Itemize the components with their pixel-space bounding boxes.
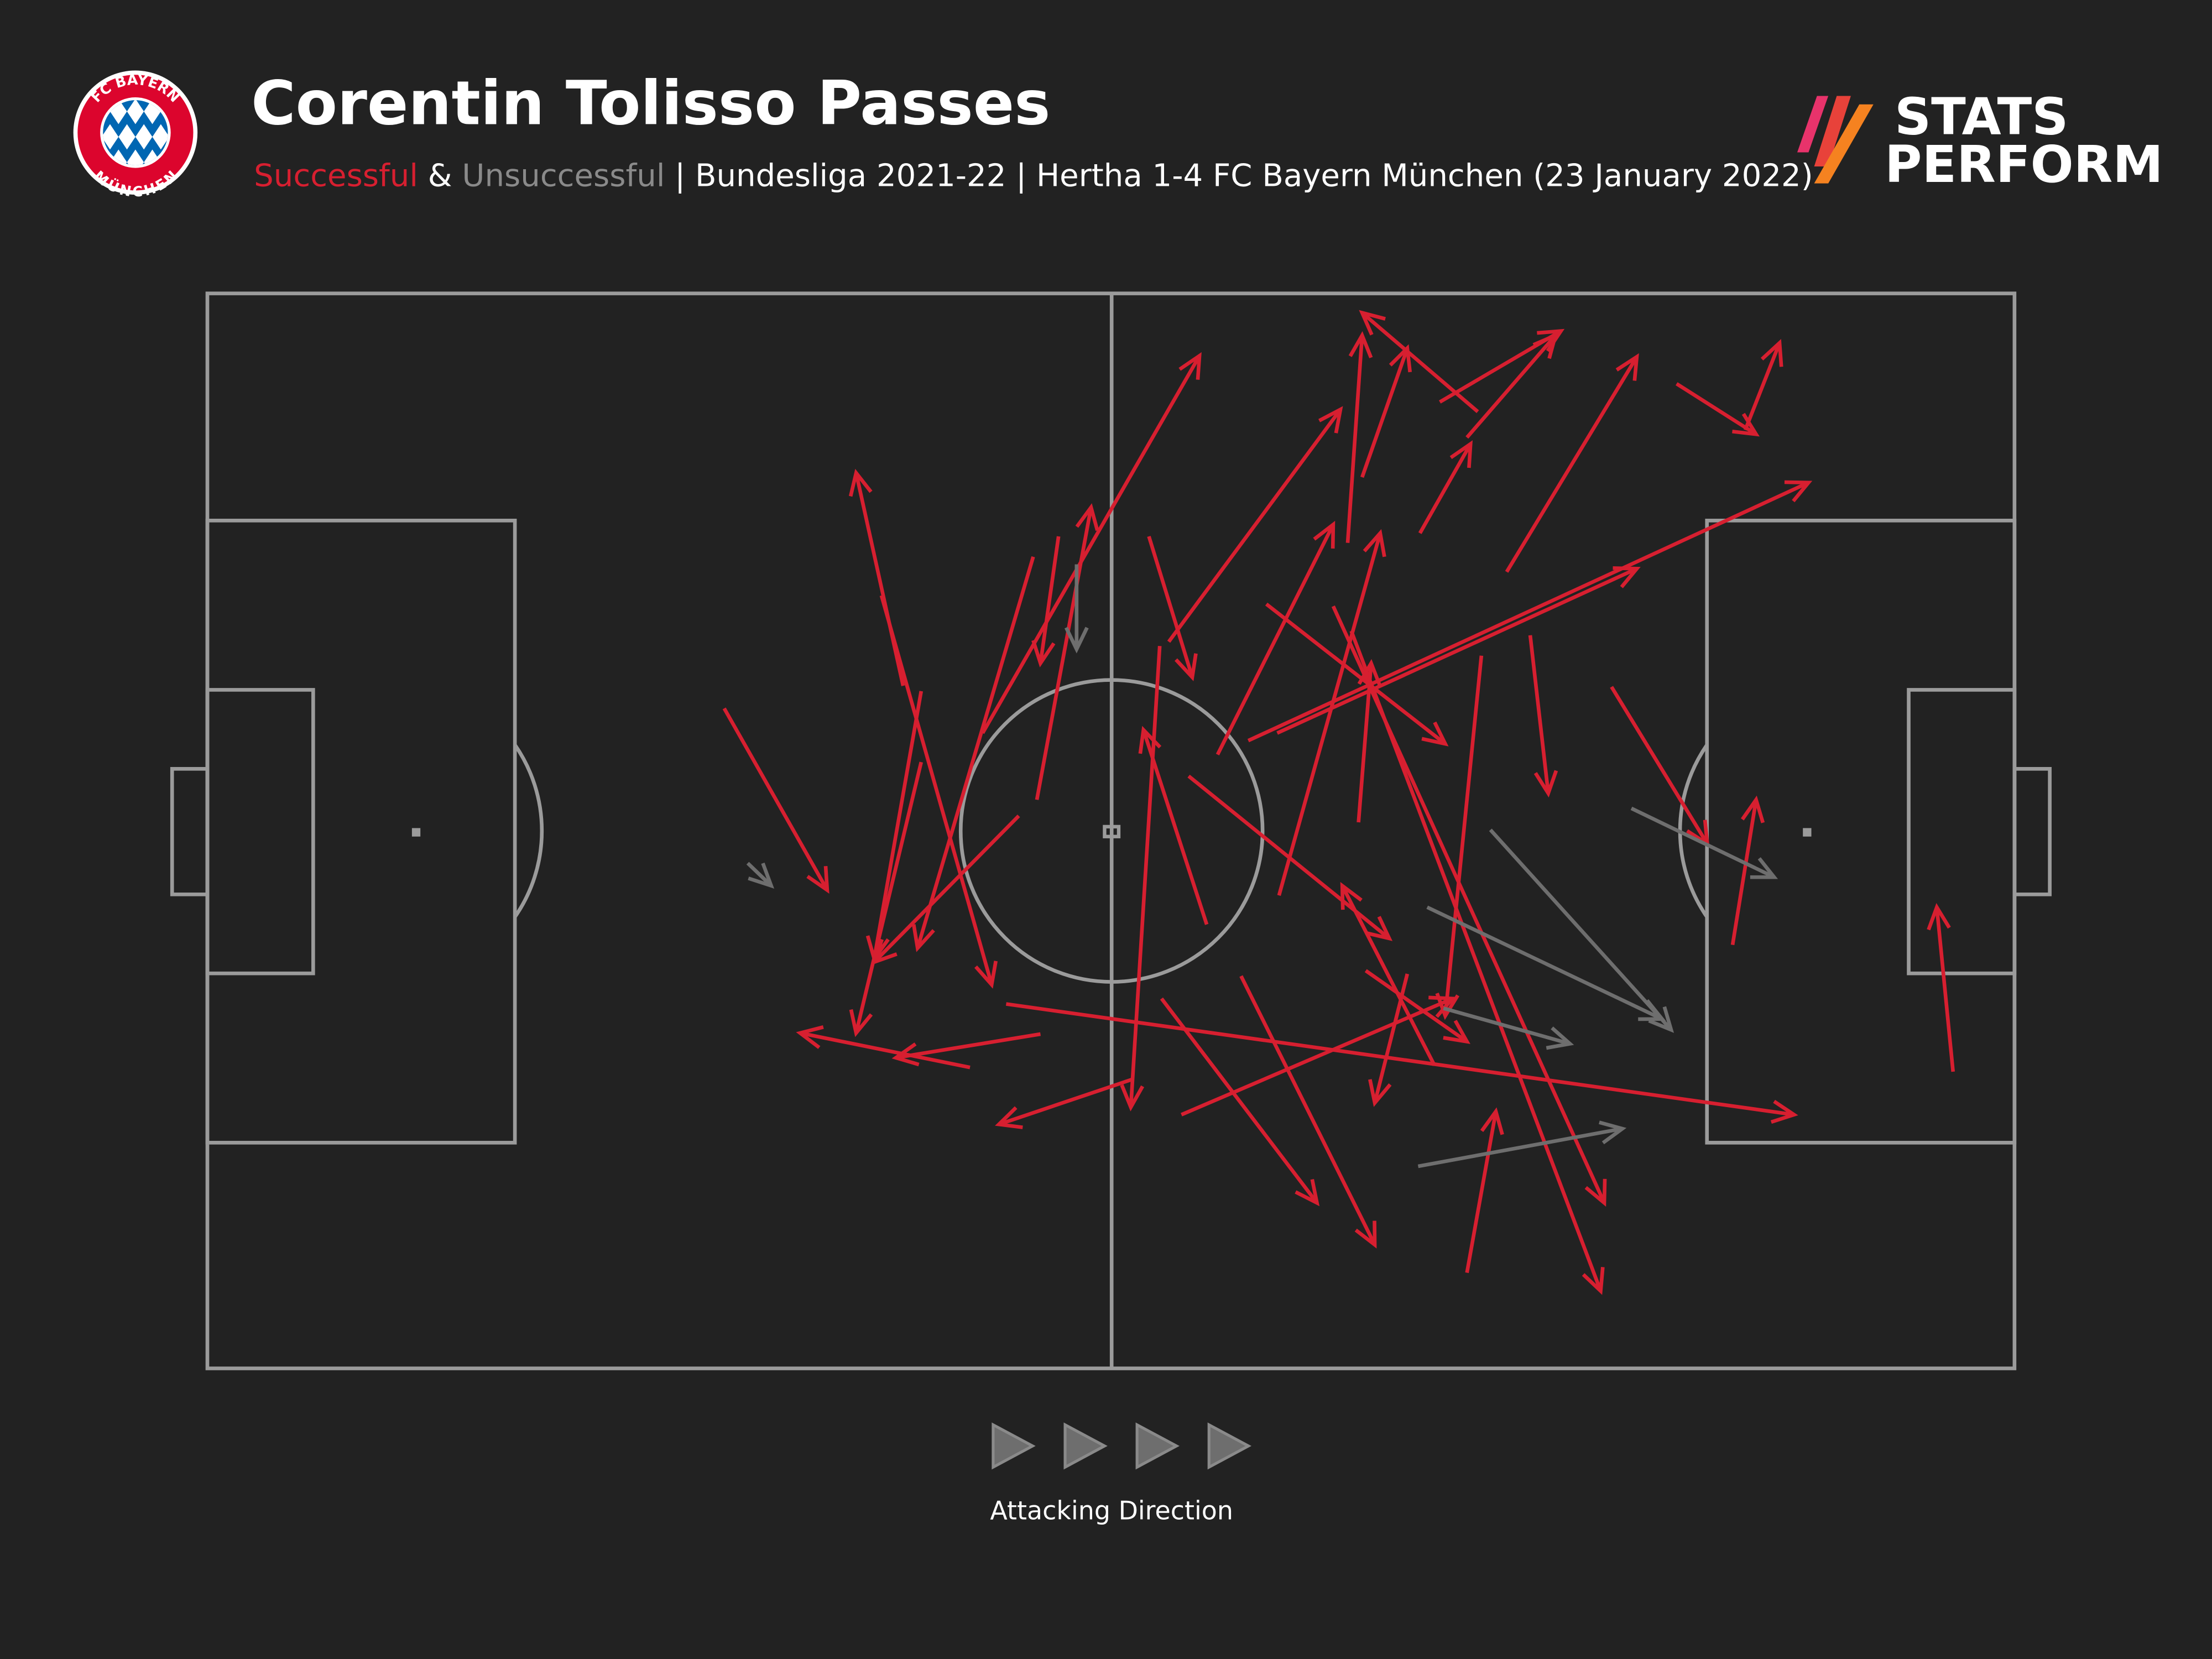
attacking-direction: Attacking Direction: [990, 1422, 1252, 1525]
pass-arrow-successful: [1247, 480, 1813, 743]
legend-unsuccessful: Unsuccessful: [462, 158, 665, 194]
pass-arrow-successful: [1120, 645, 1162, 1112]
pass-arrow-successful: [1345, 331, 1373, 543]
direction-label: Attacking Direction: [990, 1495, 1233, 1525]
pass-arrow-successful: [1147, 535, 1198, 681]
pass-arrow-unsuccessful: [1630, 806, 1778, 879]
page-title: Corentin Tolisso Passes: [251, 67, 1050, 138]
pass-arrow-successful: [1160, 997, 1320, 1207]
pass-arrow-successful: [1364, 969, 1470, 1044]
stats-perform-logo: STATS PERFORM: [1797, 87, 2163, 194]
club-logo: FC BAYERN MÜNCHEN: [73, 70, 198, 200]
pass-arrow-successful: [911, 556, 1035, 952]
pass-arrow-successful: [1138, 726, 1209, 925]
pass-arrow-successful: [1368, 973, 1410, 1107]
pass-arrow-unsuccessful: [1064, 564, 1089, 654]
play-triangle-icon: [992, 1422, 1036, 1470]
pass-arrow-successful: [1505, 353, 1639, 573]
pass-arrow-successful: [1743, 338, 1783, 431]
pass-arrow-successful: [1340, 881, 1436, 1066]
pass-arrow-successful: [796, 1025, 971, 1070]
pass-arrow-unsuccessful: [1489, 828, 1674, 1033]
play-triangle-icon: [1207, 1422, 1252, 1470]
pass-arrow-successful: [1277, 529, 1386, 896]
pass-arrow-successful: [1927, 902, 1955, 1072]
pass-arrow-successful: [891, 1032, 1041, 1067]
pass-arrow-successful: [871, 815, 1020, 966]
subtitle-match-info: | Bundesliga 2021-22 | Hertha 1-4 FC Bay…: [665, 158, 1813, 194]
pass-arrow-successful: [1528, 635, 1558, 798]
pass-arrow-successful: [1035, 503, 1099, 800]
pass-arrow-successful: [1418, 440, 1473, 534]
pass-arrow-successful: [1215, 520, 1335, 756]
brand-line1: STATS: [1895, 87, 2068, 146]
passes-layer: [722, 310, 1955, 1295]
pass-arrow-successful: [1031, 536, 1061, 667]
play-triangle-icon: [1135, 1422, 1180, 1470]
pass-arrow-successful: [1239, 975, 1377, 1249]
subtitle: Successful & Unsuccessful | Bundesliga 2…: [254, 158, 1813, 194]
pass-arrow-successful: [722, 707, 830, 894]
legend-successful: Successful: [254, 158, 418, 194]
pass-arrow-unsuccessful: [1443, 1006, 1574, 1050]
pass-arrow-successful: [1005, 1002, 1798, 1124]
pass-arrow-successful: [1730, 795, 1765, 946]
pass-arrow-successful: [849, 761, 924, 1037]
pass-arrow-successful: [1349, 630, 1605, 1295]
pass-arrow-successful: [1357, 659, 1382, 823]
play-triangle-icon: [1063, 1422, 1108, 1470]
pass-arrow-successful: [1276, 566, 1641, 735]
pass-arrow-successful: [1435, 655, 1484, 1020]
pass-arrow-successful: [1465, 332, 1558, 439]
pass-arrow-successful: [1360, 344, 1412, 478]
pass-arrow-successful: [879, 594, 998, 989]
pass-arrow-successful: [1167, 406, 1343, 643]
brand-line2: PERFORM: [1885, 135, 2163, 194]
pass-arrow-successful: [995, 1077, 1134, 1129]
subtitle-amp: &: [418, 158, 462, 194]
pass-arrow-successful: [981, 352, 1202, 734]
pass-arrow-successful: [1265, 602, 1449, 747]
pass-arrow-unsuccessful: [1426, 905, 1666, 1021]
pass-arrow-successful: [1359, 310, 1479, 413]
pass-arrow-successful: [1465, 1107, 1504, 1274]
pass-arrow-unsuccessful: [1417, 1120, 1627, 1168]
pass-arrow-unsuccessful: [746, 862, 775, 889]
pass-arrow-successful: [1181, 995, 1457, 1117]
pitch: [170, 291, 2052, 1370]
